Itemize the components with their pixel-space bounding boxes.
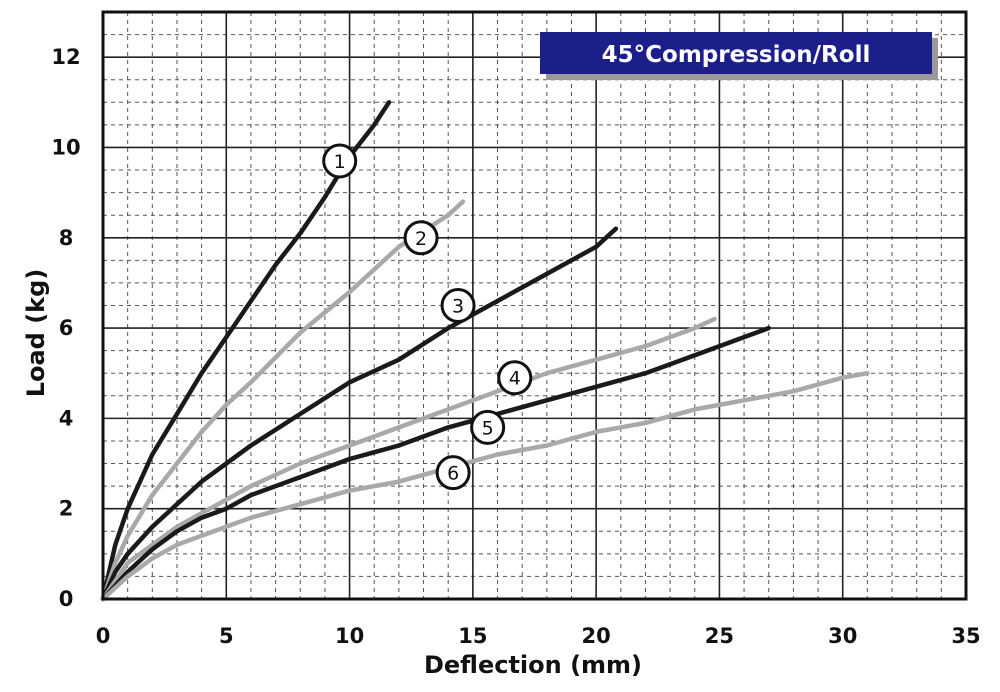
curve-label-1: 1 [334,151,346,173]
curve-marker-3 [440,288,476,323]
curve-marker-6 [435,455,471,491]
series-layer [100,100,870,602]
grid-minor [103,12,966,599]
y-tick-label: 2 [59,497,74,521]
series-line-3 [100,226,619,602]
curve-labels: 1 2 3 4 5 6 [322,143,533,491]
y-axis-label: Load (kg) [22,269,50,398]
curve-label-2: 2 [415,228,427,250]
y-tick-label: 4 [59,406,74,430]
series-line-4 [100,316,717,602]
x-tick-label: 35 [951,624,980,648]
x-tick-label: 15 [458,624,487,648]
x-tick-label: 30 [828,624,857,648]
x-tick-label: 5 [219,624,234,648]
x-tick-label: 10 [335,624,364,648]
series-line-2 [100,199,466,602]
y-tick-label: 10 [51,135,80,159]
series-line-6 [100,370,870,602]
chart-title: 45°Compression/Roll [602,42,871,68]
x-tick-label: 25 [705,624,734,648]
curve-label-3: 3 [452,296,464,318]
x-tick-labels: 0 5 10 15 20 25 30 35 [96,624,981,648]
y-tick-label: 6 [59,316,74,340]
x-axis-label: Deflection (mm) [424,651,642,679]
curve-marker-5 [470,409,506,445]
curve-label-6: 6 [447,463,459,485]
y-tick-label: 0 [59,587,74,611]
title-box: 45°Compression/Roll [540,32,938,80]
curve-marker-2 [403,220,439,256]
curve-marker-4 [497,360,533,396]
y-tick-labels: 0 2 4 6 8 10 12 [51,45,80,611]
x-tick-label: 0 [96,624,111,648]
y-tick-label: 12 [51,45,80,69]
y-tick-label: 8 [59,226,74,250]
curve-marker-1 [322,143,358,179]
curve-label-4: 4 [509,368,521,390]
plot-frame [101,10,968,601]
series-line-5 [100,325,771,602]
curve-label-5: 5 [482,417,494,439]
x-tick-label: 20 [582,624,611,648]
